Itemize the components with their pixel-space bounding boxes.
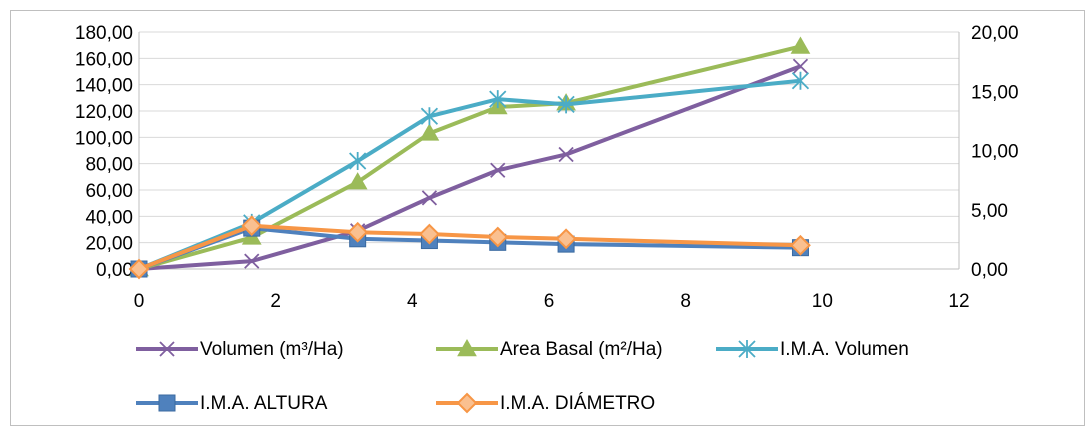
y-left-tick-label: 60,00 (85, 181, 133, 202)
series-4 (128, 215, 811, 280)
legend-marker (158, 394, 176, 412)
star-marker-shape (557, 95, 575, 114)
data-point (244, 253, 260, 269)
star-marker-shape (489, 90, 507, 109)
diamond-marker-shape (456, 392, 478, 414)
data-point (419, 223, 440, 245)
legend: Volumen (m³/Ha) Area Basal (m²/Ha) I.M.A. … (136, 338, 909, 414)
y-right-tick-label: 0,00 (971, 260, 1008, 281)
y-right-tick-label: 15,00 (971, 82, 1019, 103)
data-point (349, 152, 367, 171)
diamond-marker-shape (487, 226, 509, 248)
y-left-tick-label: 180,00 (75, 23, 133, 44)
legend-label: Area Basal (m²/Ha) (500, 339, 663, 360)
line-chart: 0,0020,0040,0060,0080,00100,00120,00140,… (75, 23, 1019, 414)
y-left-tick-label: 80,00 (85, 155, 133, 176)
diamond-marker-shape (128, 258, 150, 280)
x-marker-shape (244, 253, 260, 269)
data-point (128, 258, 150, 280)
y-left-tick-label: 100,00 (75, 128, 133, 149)
x-marker-shape (421, 190, 438, 206)
legend-marker (738, 340, 756, 358)
x-marker-shape (792, 58, 809, 74)
y-right-tick-label: 20,00 (971, 23, 1019, 44)
data-point (790, 36, 811, 54)
x-tick-label: 12 (948, 291, 969, 312)
data-point (347, 172, 368, 190)
legend-item: I.M.A. ALTURA (136, 393, 328, 414)
series-line (138, 64, 802, 271)
data-point (558, 146, 574, 163)
legend-label: I.M.A. Volumen (780, 339, 909, 360)
data-point (557, 95, 575, 114)
star-marker-shape (738, 340, 756, 358)
data-point (241, 215, 263, 237)
data-point (792, 58, 809, 74)
data-point (347, 221, 369, 243)
data-point (490, 162, 506, 178)
triangle-marker-shape (790, 36, 811, 54)
legend-marker (457, 338, 477, 357)
data-point (790, 234, 811, 256)
x-tick-label: 4 (407, 291, 418, 312)
triangle-marker-shape (457, 338, 477, 357)
y-left-tick-label: 20,00 (85, 234, 133, 255)
legend-item: I.M.A. Volumen (716, 339, 909, 360)
y-left-tick-label: 140,00 (75, 76, 133, 97)
x-tick-label: 0 (134, 291, 145, 312)
y-right-tick-label: 10,00 (971, 142, 1019, 163)
legend-item: Area Basal (m²/Ha) (436, 338, 663, 360)
data-point (489, 90, 507, 109)
y-left-tick-label: 0,00 (96, 260, 133, 281)
x-marker-shape (490, 162, 506, 178)
y-left-tick-label: 40,00 (85, 207, 133, 228)
diamond-marker-shape (419, 223, 440, 245)
x-marker-shape (558, 146, 574, 163)
x-tick-label: 2 (270, 291, 281, 312)
star-marker-shape (791, 71, 810, 90)
data-point (791, 71, 810, 90)
y-left-tick-label: 120,00 (75, 102, 133, 123)
y-left-tick-label: 160,00 (75, 49, 133, 70)
gridlines (139, 31, 959, 244)
legend-label: Volumen (m³/Ha) (200, 339, 344, 360)
legend-label: I.M.A. ALTURA (200, 393, 328, 414)
star-marker-shape (420, 107, 439, 126)
data-point (420, 107, 439, 126)
legend-marker (456, 392, 478, 414)
data-point (487, 226, 509, 248)
data-point (419, 123, 440, 141)
star-marker-shape (349, 152, 367, 171)
legend-marker (159, 341, 175, 357)
series-lines (128, 36, 811, 280)
y-right-tick-label: 5,00 (971, 201, 1008, 222)
x-tick-label: 8 (680, 291, 691, 312)
x-tick-label: 10 (812, 291, 833, 312)
diamond-marker-shape (241, 215, 263, 237)
triangle-marker-shape (419, 123, 440, 141)
chart-frame: 0,00 20,00 40,00 60,00 80,00 100,00 120,00 140,… (10, 10, 1085, 426)
x-tick-label: 6 (544, 291, 555, 312)
data-point (421, 190, 438, 206)
diamond-marker-shape (347, 221, 369, 243)
x-marker-shape (159, 341, 175, 357)
legend-label: I.M.A. DIÁMETRO (500, 393, 655, 414)
triangle-marker-shape (347, 172, 368, 190)
diamond-marker-shape (555, 228, 577, 250)
legend-item: Volumen (m³/Ha) (136, 339, 344, 360)
axes: 0,0020,0040,0060,0080,00100,00120,00140,… (75, 23, 1019, 312)
legend-item: I.M.A. DIÁMETRO (436, 392, 655, 414)
data-point (555, 228, 577, 250)
diamond-marker-shape (790, 234, 811, 256)
square-marker-shape (158, 394, 176, 412)
